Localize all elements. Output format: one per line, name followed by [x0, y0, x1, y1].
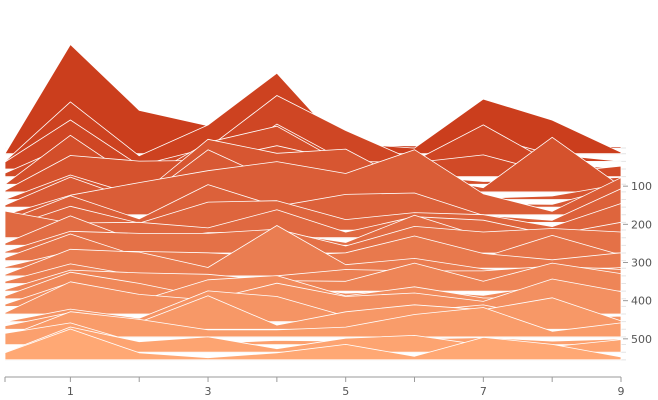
ridge-area-25: [4, 307, 622, 338]
x-tick-label-9: 9: [618, 385, 625, 398]
ridge-area-19: [4, 262, 622, 292]
y-axis-ticks: 100 200 300 400 500: [623, 180, 652, 346]
ridge-series: [4, 44, 622, 361]
y-tick-label-400: 400: [631, 295, 652, 308]
ridge-area-14: [4, 226, 622, 254]
x-tick-label-5: 5: [342, 385, 349, 398]
ridge-area-10: [4, 184, 622, 223]
y-tick-label-500: 500: [631, 333, 652, 346]
y-tick-label-100: 100: [631, 180, 652, 193]
x-axis-ticks: 1 3 5 7 9: [4, 377, 625, 398]
y-tick-label-200: 200: [631, 218, 652, 231]
y-tick-label-300: 300: [631, 257, 652, 270]
x-tick-label-7: 7: [480, 385, 487, 398]
ridge-area-9: [4, 149, 622, 216]
ridge-area-17: [4, 225, 622, 277]
x-tick-label-1: 1: [67, 385, 74, 398]
ridge-area-22: [4, 278, 622, 315]
x-tick-label-3: 3: [205, 385, 212, 398]
ridge-area-28: [4, 328, 622, 361]
